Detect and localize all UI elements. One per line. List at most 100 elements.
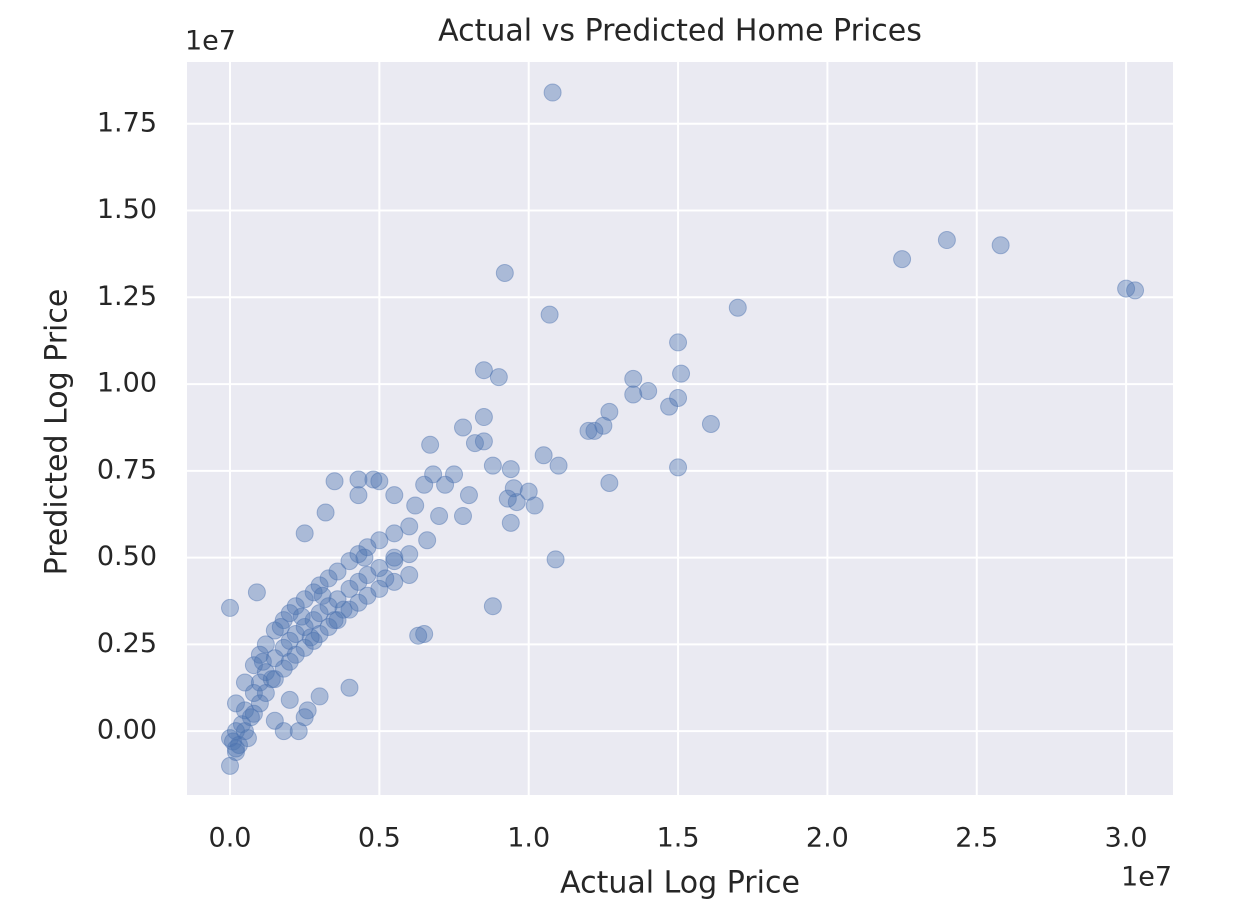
point <box>409 626 428 645</box>
point <box>340 579 359 598</box>
point <box>400 565 419 584</box>
point <box>295 638 314 657</box>
y-tick-label: 0.75 <box>97 454 157 485</box>
point <box>385 524 404 543</box>
point <box>310 687 329 706</box>
point <box>226 694 245 713</box>
point <box>319 618 338 637</box>
x-tick-label: 1.5 <box>657 823 700 854</box>
point <box>549 456 568 475</box>
point <box>430 506 449 525</box>
point <box>465 434 484 453</box>
point <box>229 736 248 755</box>
point <box>295 524 314 543</box>
point <box>385 548 404 567</box>
y-tick-label: 1.25 <box>97 281 157 312</box>
point <box>349 486 368 505</box>
point <box>295 618 314 637</box>
point <box>358 586 377 605</box>
point <box>893 250 912 269</box>
point <box>280 690 299 709</box>
point <box>328 611 347 630</box>
point <box>274 659 293 678</box>
point <box>286 597 305 616</box>
point <box>244 683 263 702</box>
point <box>406 496 425 515</box>
point <box>226 722 245 741</box>
point <box>483 456 502 475</box>
point <box>418 531 437 550</box>
point <box>328 590 347 609</box>
point <box>421 435 440 454</box>
point <box>585 421 604 440</box>
point <box>991 236 1010 255</box>
point <box>424 465 443 484</box>
point <box>250 694 269 713</box>
chart-title: Actual vs Predicted Home Prices <box>438 14 922 49</box>
x-tick-label: 1.0 <box>507 823 550 854</box>
x-tick-label: 0.0 <box>209 823 252 854</box>
point <box>301 628 320 647</box>
point <box>334 600 353 619</box>
point <box>253 652 272 671</box>
point <box>474 408 493 427</box>
point <box>400 545 419 564</box>
y-tick-label: 1.75 <box>97 107 157 138</box>
point <box>400 517 419 536</box>
point <box>232 715 251 734</box>
point <box>244 656 263 675</box>
point <box>313 586 332 605</box>
point <box>355 548 374 567</box>
point <box>370 579 389 598</box>
x-tick-label: 0.5 <box>358 823 401 854</box>
point <box>221 598 240 617</box>
x-tick-label: 2.0 <box>806 823 849 854</box>
point <box>256 635 275 654</box>
point <box>226 739 245 758</box>
point <box>319 597 338 616</box>
point <box>304 611 323 630</box>
point <box>265 670 284 689</box>
point <box>385 486 404 505</box>
point <box>280 631 299 650</box>
point <box>244 704 263 723</box>
point <box>349 572 368 591</box>
point <box>310 604 329 623</box>
point <box>376 569 395 588</box>
point <box>319 569 338 588</box>
point <box>316 503 335 522</box>
point <box>310 624 329 643</box>
point <box>669 458 688 477</box>
point <box>483 597 502 616</box>
point <box>701 414 720 433</box>
point <box>358 538 377 557</box>
point <box>501 513 520 532</box>
point <box>280 604 299 623</box>
point <box>238 729 257 748</box>
point <box>495 264 514 283</box>
point <box>370 559 389 578</box>
point <box>250 645 269 664</box>
point <box>1126 281 1145 300</box>
plot-area <box>187 62 1173 795</box>
y-tick-label: 1.50 <box>97 194 157 225</box>
point <box>504 479 523 498</box>
point <box>519 482 538 501</box>
y-tick-label: 0.25 <box>97 628 157 659</box>
point <box>498 489 517 508</box>
point <box>250 673 269 692</box>
y-tick-label: 0.50 <box>97 541 157 572</box>
point <box>669 333 688 352</box>
point <box>436 475 455 494</box>
point <box>226 742 245 761</box>
point <box>370 531 389 550</box>
point <box>385 552 404 571</box>
point <box>221 729 240 748</box>
point <box>292 607 311 626</box>
point <box>445 465 464 484</box>
point <box>349 593 368 612</box>
point <box>340 600 359 619</box>
point <box>385 572 404 591</box>
point <box>459 486 478 505</box>
